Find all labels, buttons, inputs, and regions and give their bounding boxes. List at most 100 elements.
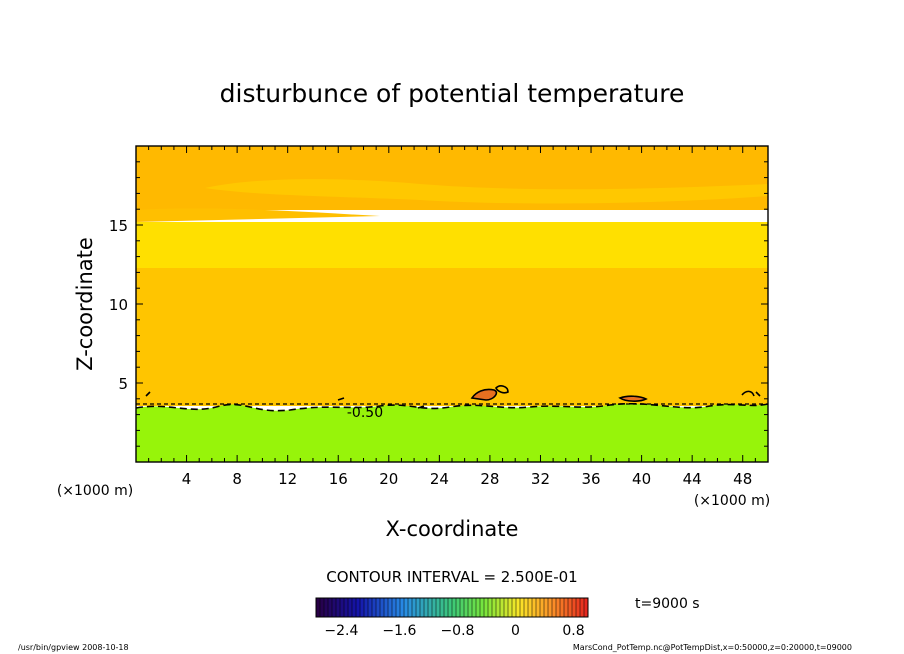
colorbar-cell bbox=[528, 598, 533, 617]
colorbar-cell bbox=[568, 598, 573, 617]
lower-layer bbox=[136, 403, 768, 462]
x-tick-label: 12 bbox=[278, 470, 297, 488]
x-axis-label: X-coordinate bbox=[386, 517, 519, 541]
colorbar-cell bbox=[412, 598, 417, 617]
x-tick-label: 28 bbox=[480, 470, 499, 488]
colorbar-cell bbox=[416, 598, 421, 617]
colorbar bbox=[315, 598, 589, 617]
colorbar-cell bbox=[504, 598, 509, 617]
colorbar-cell bbox=[348, 598, 353, 617]
colorbar-cell bbox=[560, 598, 565, 617]
upper-band bbox=[136, 222, 768, 268]
chart-title: disturbunce of potential temperature bbox=[220, 79, 685, 108]
colorbar-cell bbox=[572, 598, 577, 617]
colorbar-cell bbox=[356, 598, 361, 617]
colorbar-cell bbox=[580, 598, 585, 617]
colorbar-cell bbox=[516, 598, 521, 617]
colorbar-cell bbox=[440, 598, 445, 617]
x-tick-label: 48 bbox=[733, 470, 752, 488]
x-tick-label: 24 bbox=[430, 470, 449, 488]
colorbar-cell bbox=[468, 598, 473, 617]
x-tick-label: 16 bbox=[329, 470, 348, 488]
colorbar-cell bbox=[476, 598, 481, 617]
contour-lines bbox=[136, 385, 768, 412]
colorbar-cell bbox=[484, 598, 489, 617]
colorbar-cell bbox=[320, 598, 325, 617]
x-tick-label: 20 bbox=[379, 470, 398, 488]
colorbar-cell bbox=[424, 598, 429, 617]
colorbar-frame bbox=[315, 597, 589, 618]
colorbar-tick-label: 0 bbox=[511, 623, 520, 639]
colorbar-cell bbox=[432, 598, 437, 617]
colorbar-cell bbox=[556, 598, 561, 617]
colorbar-cell bbox=[372, 598, 377, 617]
colorbar-cell bbox=[444, 598, 449, 617]
footer-left: /usr/bin/gpview 2008-10-18 bbox=[18, 643, 129, 652]
middle-layer bbox=[136, 268, 768, 406]
colorbar-cell bbox=[428, 598, 433, 617]
colorbar-cell bbox=[512, 598, 517, 617]
colorbar-cell bbox=[360, 598, 365, 617]
colorbar-tick-label: −2.4 bbox=[324, 623, 358, 639]
y-tick-label: 15 bbox=[109, 217, 128, 235]
colorbar-cell bbox=[376, 598, 381, 617]
upper-shade bbox=[136, 208, 380, 222]
colorbar-cell bbox=[508, 598, 513, 617]
colorbar-labels: −2.4 −1.6 −0.8 0 0.8 bbox=[324, 623, 584, 639]
x-tick-label: 44 bbox=[683, 470, 702, 488]
colorbar-cell bbox=[472, 598, 477, 617]
colorbar-cell bbox=[548, 598, 553, 617]
colorbar-tick-label: −1.6 bbox=[382, 623, 416, 639]
colorbar-cell bbox=[324, 598, 329, 617]
colorbar-cell bbox=[408, 598, 413, 617]
colorbar-cell bbox=[520, 598, 525, 617]
colorbar-cell bbox=[328, 598, 333, 617]
colorbar-cell bbox=[544, 598, 549, 617]
colorbar-cell bbox=[404, 598, 409, 617]
axis-ticks bbox=[136, 146, 768, 462]
x-unit-right: (×1000 m) bbox=[694, 493, 770, 509]
warm-patch bbox=[472, 389, 497, 400]
contour-dashed-lower bbox=[136, 402, 768, 412]
colorbar-cell bbox=[400, 598, 405, 617]
contour-fill bbox=[136, 146, 768, 462]
x-tick-label: 4 bbox=[182, 470, 192, 488]
colorbar-cell bbox=[448, 598, 453, 617]
colorbar-cell bbox=[480, 598, 485, 617]
colorbar-cell bbox=[340, 598, 345, 617]
y-axis-label: Z-coordinate bbox=[73, 237, 97, 371]
x-tick-label: 40 bbox=[632, 470, 651, 488]
colorbar-cell bbox=[532, 598, 537, 617]
colorbar-cell bbox=[352, 598, 357, 617]
colorbar-cell bbox=[536, 598, 541, 617]
colorbar-cell bbox=[552, 598, 557, 617]
colorbar-cell bbox=[452, 598, 457, 617]
colorbar-cell bbox=[344, 598, 349, 617]
colorbar-cell bbox=[584, 598, 589, 617]
x-tick-label: 8 bbox=[232, 470, 242, 488]
colorbar-cell bbox=[464, 598, 469, 617]
colorbar-cell bbox=[392, 598, 397, 617]
x-unit-left: (×1000 m) bbox=[57, 483, 133, 499]
footer-right: MarsCond_PotTemp.nc@PotTempDist,x=0:5000… bbox=[573, 643, 852, 652]
colorbar-cell bbox=[496, 598, 501, 617]
colorbar-cell bbox=[368, 598, 373, 617]
colorbar-cell bbox=[564, 598, 569, 617]
colorbar-cell bbox=[500, 598, 505, 617]
colorbar-cell bbox=[380, 598, 385, 617]
colorbar-cell bbox=[388, 598, 393, 617]
x-tick-label: 36 bbox=[581, 470, 600, 488]
time-label: t=9000 s bbox=[635, 596, 700, 612]
colorbar-cell bbox=[456, 598, 461, 617]
colorbar-cell bbox=[364, 598, 369, 617]
colorbar-cell bbox=[420, 598, 425, 617]
colorbar-cell bbox=[336, 598, 341, 617]
y-tick-label: 10 bbox=[109, 296, 128, 314]
contour-label: -0.50 bbox=[347, 405, 383, 421]
colorbar-cell bbox=[488, 598, 493, 617]
colorbar-tick-label: −0.8 bbox=[440, 623, 474, 639]
contour-interval: CONTOUR INTERVAL = 2.500E-01 bbox=[326, 568, 577, 586]
colorbar-cell bbox=[396, 598, 401, 617]
colorbar-cell bbox=[524, 598, 529, 617]
